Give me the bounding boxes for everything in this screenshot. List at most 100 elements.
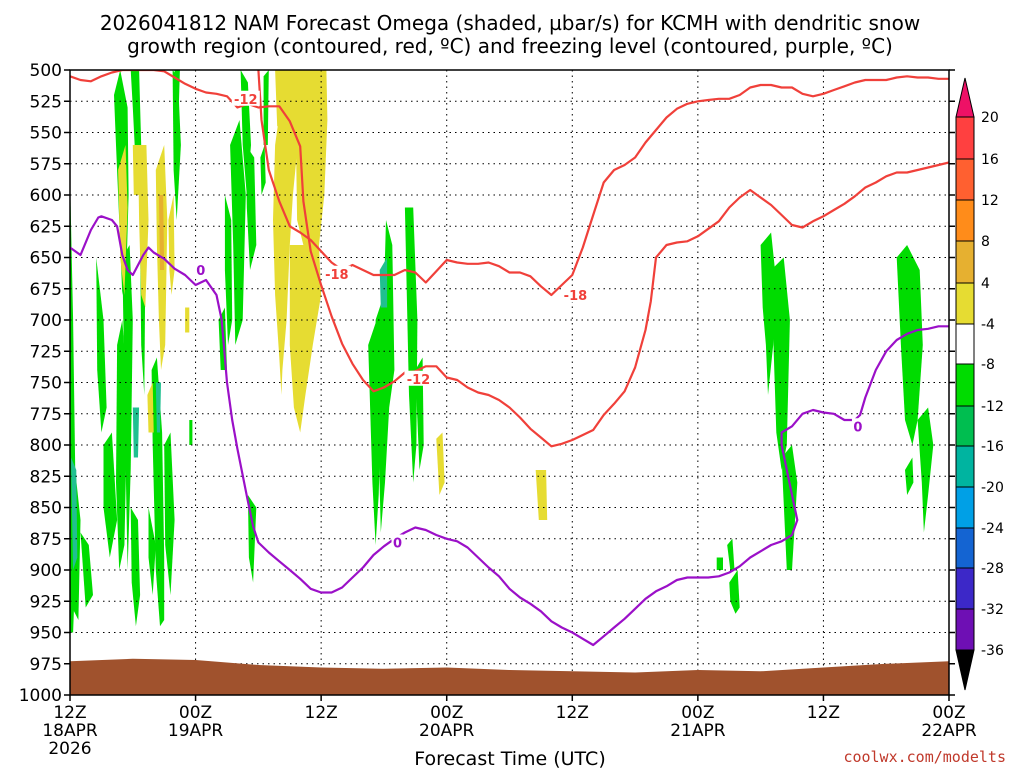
- omega-region-39: [132, 407, 140, 458]
- colorbar-label: -28: [981, 561, 1004, 577]
- y-tick-label: 1000: [19, 686, 62, 706]
- y-tick-label: 575: [30, 155, 62, 175]
- contour-line-minus18-1: [257, 70, 949, 297]
- omega-region-30: [771, 257, 790, 470]
- x-tick-label: 12Z: [556, 703, 589, 723]
- chart-title-line2: growth region (contoured, red, ºC) and f…: [127, 34, 893, 58]
- y-tick-label: 775: [30, 405, 62, 425]
- x-axis-title: Forecast Time (UTC): [414, 748, 605, 768]
- x-tick-label: 2026: [48, 739, 91, 759]
- omega-region-33: [727, 538, 735, 570]
- contour-line-0-2: [70, 215, 949, 647]
- contour-label-bg: [322, 265, 351, 281]
- contour-line-minus12-0: [70, 70, 949, 448]
- y-tick-label: 525: [30, 92, 62, 112]
- x-tick-label: 12Z: [807, 703, 840, 723]
- omega-region-27: [404, 207, 418, 483]
- x-tick-label: 00Z: [681, 703, 714, 723]
- y-tick-label: 975: [30, 655, 62, 675]
- omega-region-55: [158, 195, 165, 270]
- omega-region-20: [224, 195, 233, 345]
- omega-region-47: [138, 145, 149, 308]
- y-tick-label: 800: [30, 436, 62, 456]
- x-tick-label: 00Z: [179, 703, 212, 723]
- colorbar-label: 4: [981, 276, 990, 292]
- y-tick-label: 650: [30, 249, 62, 269]
- y-tick-label: 900: [30, 561, 62, 581]
- omega-region-12: [151, 357, 165, 627]
- x-tick-label: 12Z: [53, 703, 86, 723]
- colorbar-bin: [955, 363, 975, 407]
- x-tick-label: 12Z: [305, 703, 338, 723]
- y-tick-label: 600: [30, 186, 62, 206]
- credit-text: coolwx.com/modelts: [843, 748, 1006, 766]
- colorbar: 20 16 12 8 4 -4 -8 -12 -16 -20 -24 -28 -32 -36: [955, 77, 1004, 691]
- colorbar-label: -8: [981, 357, 995, 373]
- y-tick-label: 875: [30, 530, 62, 550]
- contour-layer: [70, 70, 949, 647]
- contour-label: 0: [853, 420, 862, 435]
- omega-region-9: [130, 507, 141, 627]
- omega-region-15: [172, 70, 181, 220]
- omega-region-37: [905, 457, 914, 495]
- colorbar-bottom-arrow: [955, 649, 975, 691]
- colorbar-bin: [955, 158, 975, 201]
- contour-label: -18: [325, 268, 349, 283]
- chart-title-line1: 2026041812 NAM Forecast Omega (shaded, µ…: [100, 11, 920, 35]
- omega-region-48: [132, 145, 140, 195]
- x-tick-label: 21APR: [670, 721, 726, 741]
- y-tick-label: 500: [30, 61, 62, 81]
- omega-region-32: [729, 570, 740, 614]
- x-tick-label: 19APR: [168, 721, 224, 741]
- y-tick-label: 725: [30, 342, 62, 362]
- contour-label-layer: -12 -18 -12 -18 0 0 0: [194, 90, 864, 552]
- colorbar-bin: [955, 116, 975, 160]
- plot-background: [70, 70, 949, 695]
- omega-region-26: [375, 220, 395, 533]
- colorbar-bin: [955, 567, 975, 610]
- omega-region-35: [896, 245, 923, 445]
- omega-region-50: [168, 195, 175, 295]
- colorbar-bin: [955, 282, 975, 325]
- contour-label-bg: [404, 370, 433, 386]
- contour-label: 0: [393, 537, 402, 552]
- y-tick-label: 675: [30, 280, 62, 300]
- colorbar-bin: [955, 323, 975, 365]
- omega-region-8: [122, 245, 133, 570]
- x-tick-label: 20APR: [419, 721, 475, 741]
- terrain-layer: [70, 658, 949, 695]
- colorbar-bin: [955, 445, 975, 488]
- omega-region-13: [164, 432, 175, 595]
- colorbar-label: -20: [981, 480, 1004, 496]
- colorbar-label: -24: [981, 521, 1004, 537]
- omega-region-36: [917, 407, 934, 533]
- omega-region-52: [185, 307, 190, 333]
- omega-region-40: [155, 382, 161, 433]
- omega-region-16: [189, 420, 193, 445]
- contour-label-bg: [194, 262, 207, 277]
- contour-label: -12: [234, 93, 258, 108]
- y-tick-label: 850: [30, 499, 62, 519]
- colorbar-bin: [955, 527, 975, 569]
- x-tick-label: 00Z: [932, 703, 965, 723]
- contour-label: 0: [196, 264, 205, 279]
- omega-region-3: [96, 257, 107, 433]
- y-tick-label: 750: [30, 374, 62, 394]
- colorbar-bin: [955, 486, 975, 529]
- colorbar-label: -12: [981, 399, 1004, 415]
- colorbar-label: -4: [981, 317, 995, 333]
- colorbar-bin: [955, 608, 975, 651]
- y-tick-label: 625: [30, 217, 62, 237]
- omega-region-44: [293, 70, 328, 258]
- omega-region-45: [289, 245, 322, 433]
- contour-label-bg: [561, 287, 590, 302]
- y-axis: 500 525 550 575 600 625 650 675 700 725 750 775 800 8…: [19, 61, 955, 706]
- x-tick-label: 18APR: [42, 721, 98, 741]
- omega-region-23: [260, 145, 266, 195]
- x-tick-label: 00Z: [430, 703, 463, 723]
- omega-region-34: [716, 557, 723, 570]
- contour-label: -12: [407, 373, 431, 388]
- omega-region-38: [71, 457, 78, 570]
- contour-label: -18: [564, 289, 588, 304]
